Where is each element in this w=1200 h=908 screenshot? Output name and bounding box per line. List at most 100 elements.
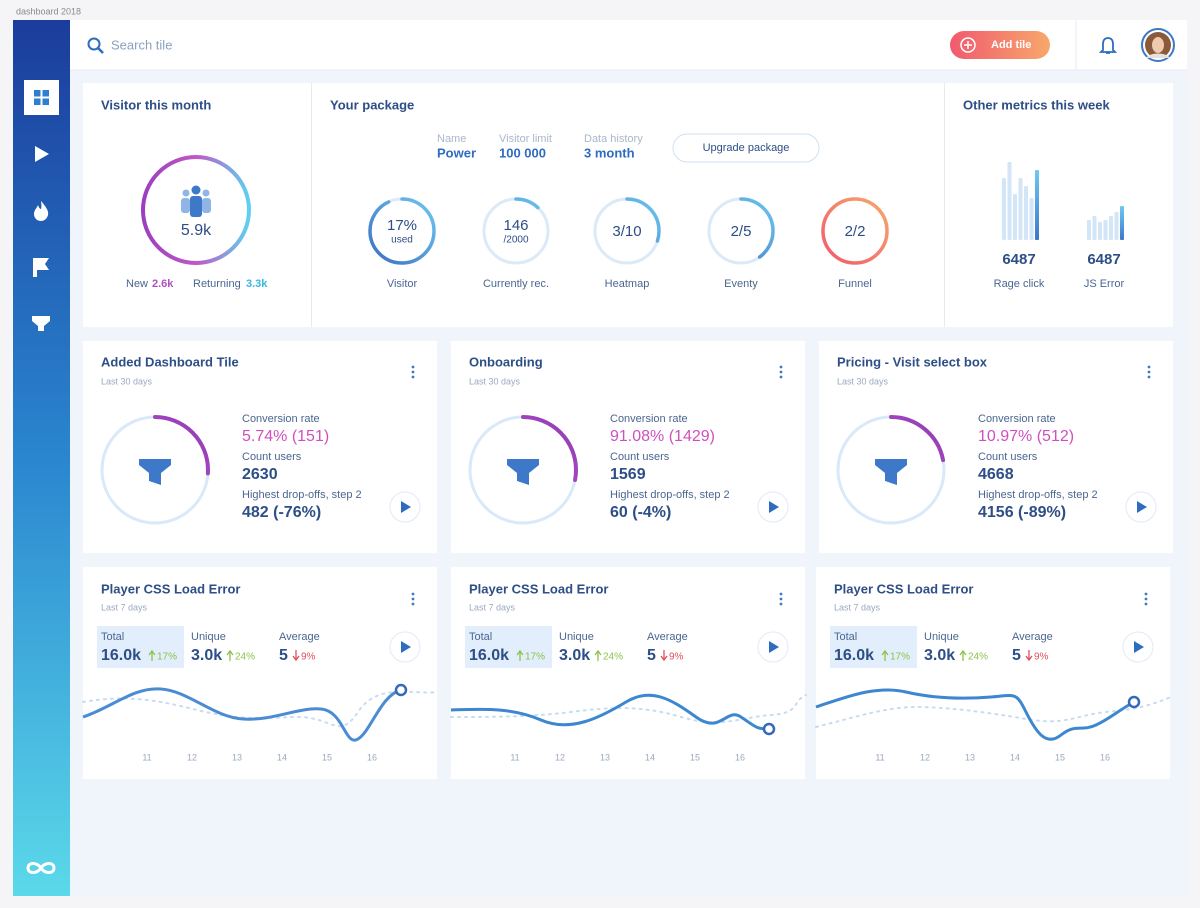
change-arrow bbox=[959, 649, 967, 661]
nav-dashboard[interactable] bbox=[24, 80, 59, 115]
average-label: Average bbox=[1012, 631, 1053, 643]
average-value: 5 bbox=[279, 647, 288, 664]
menu-dot bbox=[1147, 365, 1151, 369]
play-icon bbox=[401, 501, 411, 513]
nav-heat[interactable] bbox=[34, 201, 49, 221]
drop-value: 4156 (-89%) bbox=[978, 504, 1066, 521]
menu-button[interactable] bbox=[1147, 365, 1151, 379]
card-title: Player CSS Load Error bbox=[834, 581, 973, 596]
bar bbox=[1018, 178, 1023, 240]
bar bbox=[1007, 162, 1012, 240]
visitor-ring bbox=[141, 155, 251, 265]
avatar[interactable] bbox=[1141, 28, 1175, 62]
count-label: Count users bbox=[978, 451, 1038, 463]
metric-value: 6487 bbox=[1087, 251, 1120, 268]
x-label: 16 bbox=[1100, 752, 1110, 762]
average-label: Average bbox=[647, 631, 688, 643]
funnel-arc bbox=[100, 415, 210, 525]
menu-button[interactable] bbox=[411, 365, 415, 379]
change-arrow bbox=[881, 649, 889, 661]
bar bbox=[1114, 212, 1119, 240]
change-arrow bbox=[516, 649, 524, 661]
x-label: 15 bbox=[1055, 752, 1065, 762]
search-icon bbox=[87, 37, 104, 54]
total-value: 16.0k bbox=[101, 647, 141, 664]
menu-dot bbox=[1144, 602, 1148, 606]
card-title: Other metrics this week bbox=[963, 97, 1110, 112]
total-change: 17% bbox=[890, 652, 910, 663]
trend-previous bbox=[82, 690, 439, 728]
funnel-arc bbox=[468, 415, 578, 525]
people-icon bbox=[181, 185, 211, 217]
x-label: 15 bbox=[690, 752, 700, 762]
unique-value: 3.0k bbox=[924, 647, 955, 664]
gauge-sub: used bbox=[391, 235, 413, 246]
card-period: Last 30 days bbox=[837, 376, 889, 386]
x-label: 12 bbox=[920, 752, 930, 762]
card-period: Last 7 days bbox=[469, 602, 516, 612]
nav-flag[interactable] bbox=[33, 258, 49, 277]
menu-dot bbox=[411, 370, 415, 374]
menu-button[interactable] bbox=[779, 365, 783, 379]
gauge-arc bbox=[821, 197, 889, 265]
x-label: 14 bbox=[277, 752, 287, 762]
card bbox=[83, 341, 437, 553]
drop-value: 60 (-4%) bbox=[610, 504, 671, 521]
grid-icon bbox=[34, 90, 49, 105]
total-label: Total bbox=[834, 631, 857, 643]
field-label: Visitor limit bbox=[499, 133, 552, 145]
funnel-card: Onboarding Last 30 days Conversion rate 91.… bbox=[451, 341, 805, 553]
menu-dot bbox=[1144, 592, 1148, 596]
menu-button[interactable] bbox=[779, 592, 783, 606]
gauge-label: Eventy bbox=[724, 278, 758, 290]
search-input[interactable]: Search tile bbox=[111, 37, 172, 52]
card-period: Last 30 days bbox=[101, 376, 153, 386]
count-label: Count users bbox=[610, 451, 670, 463]
menu-button[interactable] bbox=[411, 592, 415, 606]
play-icon bbox=[769, 641, 779, 653]
field-value: 3 month bbox=[584, 145, 635, 160]
gauge-value: 146 bbox=[503, 217, 528, 234]
total-value: 16.0k bbox=[834, 647, 874, 664]
bar bbox=[1092, 216, 1097, 240]
trend-line bbox=[450, 693, 770, 731]
error-card: Player CSS Load Error Last 7 days Total 16.… bbox=[815, 567, 1172, 779]
drop-label: Highest drop-offs, step 2 bbox=[610, 489, 730, 501]
x-label: 13 bbox=[965, 752, 975, 762]
x-label: 14 bbox=[645, 752, 655, 762]
bar bbox=[1087, 220, 1091, 240]
average-change: 9% bbox=[1034, 652, 1049, 663]
gauge-value: 17% bbox=[387, 217, 417, 234]
total-value: 16.0k bbox=[469, 647, 509, 664]
card-period: Last 7 days bbox=[101, 602, 148, 612]
gauge-arc bbox=[482, 197, 550, 265]
gauge-label: Heatmap bbox=[605, 278, 650, 290]
sidebar bbox=[13, 20, 70, 896]
unique-change: 24% bbox=[968, 652, 988, 663]
menu-dot bbox=[411, 592, 415, 596]
total-label: Total bbox=[101, 631, 124, 643]
trend-end bbox=[762, 722, 776, 736]
card-title: Visitor this month bbox=[101, 97, 211, 112]
card-title: Added Dashboard Tile bbox=[101, 354, 239, 369]
upgrade-label: Upgrade package bbox=[703, 142, 790, 154]
menu-dot bbox=[779, 592, 783, 596]
nav-funnel[interactable] bbox=[32, 316, 50, 331]
add-tile-button[interactable] bbox=[950, 31, 1050, 59]
unique-value: 3.0k bbox=[191, 647, 222, 664]
total-highlight bbox=[830, 626, 917, 668]
funnel-card: Pricing - Visit select box Last 30 days Co… bbox=[819, 341, 1173, 553]
bar bbox=[1024, 186, 1028, 240]
gauge-arc bbox=[707, 197, 775, 265]
upgrade-button[interactable] bbox=[672, 133, 820, 163]
bell[interactable] bbox=[1098, 37, 1118, 54]
trend-end bbox=[1127, 695, 1141, 709]
nav-play[interactable] bbox=[35, 146, 49, 162]
play-icon bbox=[769, 501, 779, 513]
bar bbox=[1002, 178, 1006, 240]
menu-button[interactable] bbox=[1144, 592, 1148, 606]
card-period: Last 30 days bbox=[469, 376, 521, 386]
menu-dot bbox=[779, 602, 783, 606]
